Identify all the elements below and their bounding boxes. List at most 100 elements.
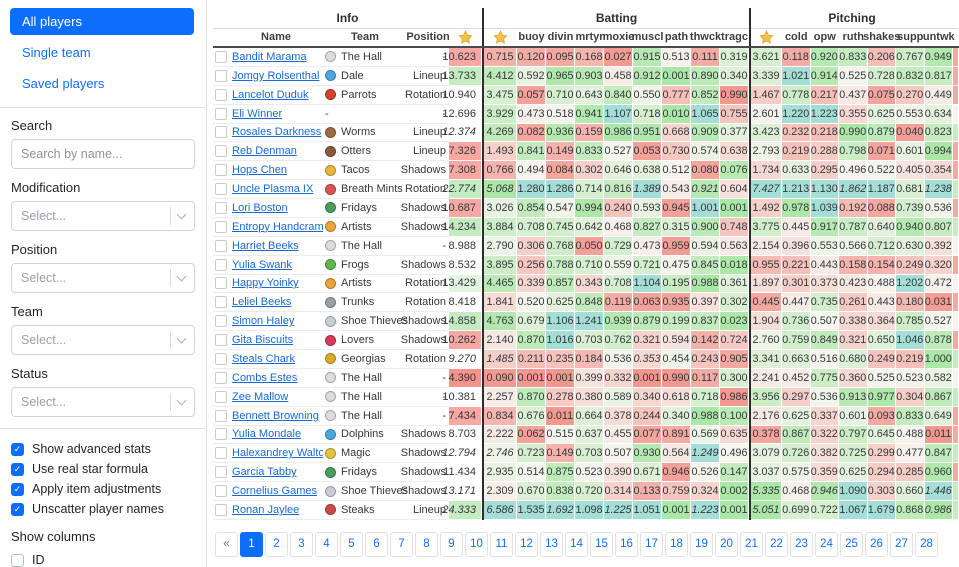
player-name-link[interactable]: Uncle Plasma IX	[232, 183, 314, 196]
player-name-link[interactable]: Cornelius Games	[232, 485, 317, 498]
option-apply-item-adjustments[interactable]: ✓ Apply item adjustments	[0, 479, 206, 499]
player-name-link[interactable]: Combs Estes	[232, 371, 298, 384]
header-batting-stars[interactable]	[484, 28, 517, 46]
page-button-23[interactable]: 23	[790, 531, 813, 557]
player-name-link[interactable]: Steals Chark	[232, 352, 295, 365]
page-button-5[interactable]: 5	[340, 531, 363, 557]
page-button-19[interactable]: 19	[690, 531, 713, 557]
option-use-real-star-formula[interactable]: ✓ Use real star formula	[0, 459, 206, 479]
row-checkbox[interactable]	[215, 145, 227, 158]
page-button-17[interactable]: 17	[640, 531, 663, 557]
page-button-12[interactable]: 12	[515, 531, 538, 557]
row-checkbox[interactable]	[215, 447, 227, 460]
player-name-link[interactable]: Hops Chen	[232, 164, 288, 177]
checkbox[interactable]: ✓	[11, 482, 24, 496]
row-checkbox[interactable]	[215, 409, 227, 422]
player-name-link[interactable]: Lancelot Duduk	[232, 88, 309, 101]
header-path[interactable]: path	[664, 31, 689, 43]
page-button-20[interactable]: 20	[715, 531, 738, 557]
row-checkbox[interactable]	[215, 334, 227, 347]
row-checkbox[interactable]	[215, 485, 227, 498]
page-button-15[interactable]: 15	[590, 531, 613, 557]
header-name[interactable]: Name	[261, 31, 291, 43]
player-name-link[interactable]: Yulia Swank	[232, 258, 292, 271]
player-name-link[interactable]: Reb Denman	[232, 145, 297, 158]
player-name-link[interactable]: Rosales Darkness	[232, 126, 322, 139]
header-opw[interactable]: opw	[813, 31, 836, 43]
page-button-2[interactable]: 2	[265, 531, 288, 557]
row-checkbox[interactable]	[215, 107, 227, 120]
page-button-7[interactable]: 7	[390, 531, 413, 557]
row-checkbox[interactable]	[215, 428, 227, 441]
page-prev-button[interactable]: «	[215, 531, 238, 557]
header-tragc[interactable]: tragc	[721, 31, 748, 43]
checkbox[interactable]: ✓	[11, 462, 24, 476]
player-name-link[interactable]: Harriet Beeks	[232, 239, 299, 252]
header-total-stars[interactable]	[449, 28, 482, 46]
page-button-22[interactable]: 22	[765, 531, 788, 557]
row-checkbox[interactable]	[215, 164, 227, 177]
header-moxie[interactable]: moxie	[602, 31, 635, 43]
row-checkbox[interactable]	[215, 466, 227, 479]
page-button-27[interactable]: 27	[890, 531, 913, 557]
player-name-link[interactable]: Eli Winner	[232, 107, 283, 120]
page-button-6[interactable]: 6	[365, 531, 388, 557]
player-name-link[interactable]: Ronan Jaylee	[232, 503, 300, 516]
page-button-26[interactable]: 26	[865, 531, 888, 557]
row-checkbox[interactable]	[215, 69, 227, 82]
row-checkbox[interactable]	[215, 239, 227, 252]
row-checkbox[interactable]	[215, 220, 227, 233]
row-checkbox[interactable]	[215, 201, 227, 214]
player-name-link[interactable]: Simon Haley	[232, 315, 295, 328]
player-name-link[interactable]: Halexandrey Walton	[232, 447, 323, 460]
header-cold[interactable]: cold	[784, 31, 808, 43]
header-untwk[interactable]: untwk	[922, 31, 955, 43]
page-button-25[interactable]: 25	[840, 531, 863, 557]
player-name-link[interactable]: Garcia Tabby	[232, 466, 297, 479]
player-name-link[interactable]: Entropy Handcramp	[232, 220, 323, 233]
search-input[interactable]	[21, 147, 185, 161]
page-button-3[interactable]: 3	[290, 531, 313, 557]
header-mrtyr[interactable]: mrtyr	[575, 31, 604, 43]
player-name-link[interactable]: Leliel Beeks	[232, 296, 292, 309]
page-button-10[interactable]: 10	[465, 531, 488, 557]
page-button-16[interactable]: 16	[615, 531, 638, 557]
row-checkbox[interactable]	[215, 88, 227, 101]
player-name-link[interactable]: Bandit Marama	[232, 50, 307, 63]
player-name-link[interactable]: Bennett Browning	[232, 409, 319, 422]
header-supp[interactable]: supp	[897, 31, 924, 43]
select-status[interactable]: Select...	[11, 387, 195, 417]
option-unscatter-player-names[interactable]: ✓ Unscatter player names	[0, 499, 206, 519]
page-button-4[interactable]: 4	[315, 531, 338, 557]
checkbox[interactable]	[11, 553, 24, 567]
show-column-id[interactable]: ID	[0, 550, 206, 567]
checkbox[interactable]: ✓	[11, 442, 24, 456]
player-name-link[interactable]: Jomgy Rolsenthal	[232, 69, 320, 82]
page-button-18[interactable]: 18	[665, 531, 688, 557]
page-button-14[interactable]: 14	[565, 531, 588, 557]
row-checkbox[interactable]	[215, 258, 227, 271]
player-name-link[interactable]: Lori Boston	[232, 201, 288, 214]
header-thwck[interactable]: thwck	[689, 31, 722, 43]
row-checkbox[interactable]	[215, 315, 227, 328]
header-ruth[interactable]: ruth	[842, 31, 864, 43]
row-checkbox[interactable]	[215, 371, 227, 384]
page-button-9[interactable]: 9	[440, 531, 463, 557]
page-button-24[interactable]: 24	[815, 531, 838, 557]
header-team[interactable]: Team	[351, 31, 379, 43]
select-team[interactable]: Select...	[11, 325, 195, 355]
page-button-28[interactable]: 28	[915, 531, 938, 557]
player-name-link[interactable]: Zee Mallow	[232, 390, 289, 403]
select-position[interactable]: Select...	[11, 263, 195, 293]
row-checkbox[interactable]	[215, 277, 227, 290]
row-checkbox[interactable]	[215, 390, 227, 403]
option-show-advanced-stats[interactable]: ✓ Show advanced stats	[0, 439, 206, 459]
nav-all-players[interactable]: All players	[10, 8, 194, 35]
row-checkbox[interactable]	[215, 50, 227, 63]
row-checkbox[interactable]	[215, 352, 227, 365]
row-checkbox[interactable]	[215, 183, 227, 196]
page-button-1[interactable]: 1	[240, 531, 263, 557]
page-button-8[interactable]: 8	[415, 531, 438, 557]
row-checkbox[interactable]	[215, 126, 227, 139]
header-muscl[interactable]: muscl	[631, 31, 664, 43]
